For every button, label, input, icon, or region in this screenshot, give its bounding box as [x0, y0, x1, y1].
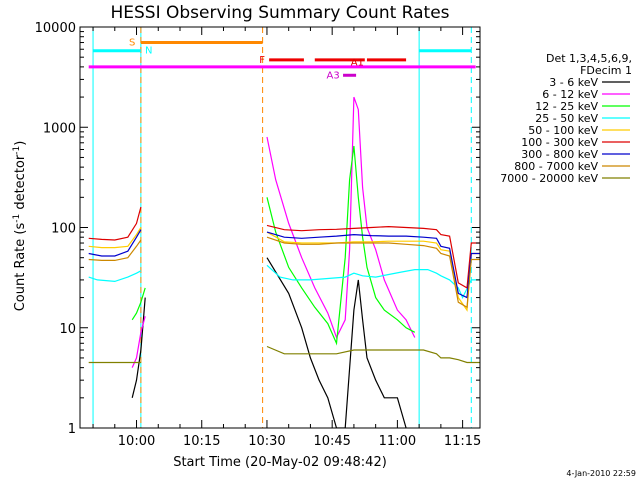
y-tick-label-1: 10	[59, 322, 76, 337]
series-line-8	[88, 345, 480, 364]
series-line-4	[88, 227, 480, 312]
y-axis-label-sup1: -1	[12, 214, 22, 223]
y-tick-label-0: 1	[68, 422, 76, 437]
y-tick-label-4: 10000	[35, 21, 76, 36]
x-tick-label-5: 11:15	[444, 434, 481, 449]
series-line-6	[88, 229, 480, 299]
legend-entry-1: 6 - 12 keV	[542, 88, 598, 101]
y-axis-label-mid: detector	[13, 154, 28, 214]
legend-entry-5: 100 - 300 keV	[521, 136, 598, 149]
x-axis-label: Start Time (20-May-02 09:48:42)	[173, 455, 387, 470]
flag-label-1: S	[129, 38, 135, 49]
legend-entry-8: 7000 - 20000 keV	[500, 172, 598, 185]
series-line-1	[131, 96, 416, 368]
series-line-5	[88, 206, 480, 289]
plot-frame	[79, 26, 481, 429]
series-line-0	[131, 257, 407, 428]
flag-label-4: A3	[327, 70, 340, 81]
x-tick-label-1: 10:15	[183, 434, 220, 449]
flag-label-3: A1	[351, 58, 364, 69]
x-tick-label-2: 10:30	[248, 434, 285, 449]
chart-title: HESSI Observing Summary Count Rates	[110, 3, 449, 23]
x-tick-label-3: 10:45	[313, 434, 350, 449]
plot-content	[88, 27, 480, 428]
y-axis-label: Count Rate (s-1 detector-1)	[12, 141, 28, 312]
legend-entry-6: 300 - 800 keV	[521, 148, 598, 161]
legend-entry-4: 50 - 100 keV	[528, 124, 598, 137]
legend-entry-7: 800 - 7000 keV	[514, 160, 598, 173]
series-line-2	[131, 145, 416, 346]
plot-area: NS F A1 A3	[88, 27, 480, 428]
legend-header-0: Det 1,3,4,5,6,9,	[546, 52, 632, 65]
x-tick-label-0: 10:00	[118, 434, 155, 449]
y-axis-label-main: Count Rate (s	[13, 223, 28, 312]
series-line-7	[88, 236, 480, 309]
axes: 1 10 100 1000 10000 10:00 10:15 10:30 10:45 11:00…	[35, 21, 482, 449]
flag-label-0: N	[145, 46, 152, 57]
legend-entry-2: 12 - 25 keV	[535, 100, 598, 113]
flag-label-2: F	[259, 55, 265, 66]
y-tick-label-2: 100	[51, 222, 76, 237]
y-axis-label-sup2: -1	[12, 146, 22, 155]
series-line-3	[88, 264, 480, 300]
x-tick-label-4: 11:00	[379, 434, 416, 449]
y-tick-label-3: 1000	[43, 121, 76, 136]
y-axis-label-end: )	[13, 141, 28, 146]
legend-header-1: FDecim 1	[580, 64, 632, 77]
legend-entry-3: 25 - 50 keV	[535, 112, 598, 125]
timestamp-footer: 4-Jan-2010 22:59	[566, 469, 636, 478]
legend-entry-0: 3 - 6 keV	[549, 76, 598, 89]
